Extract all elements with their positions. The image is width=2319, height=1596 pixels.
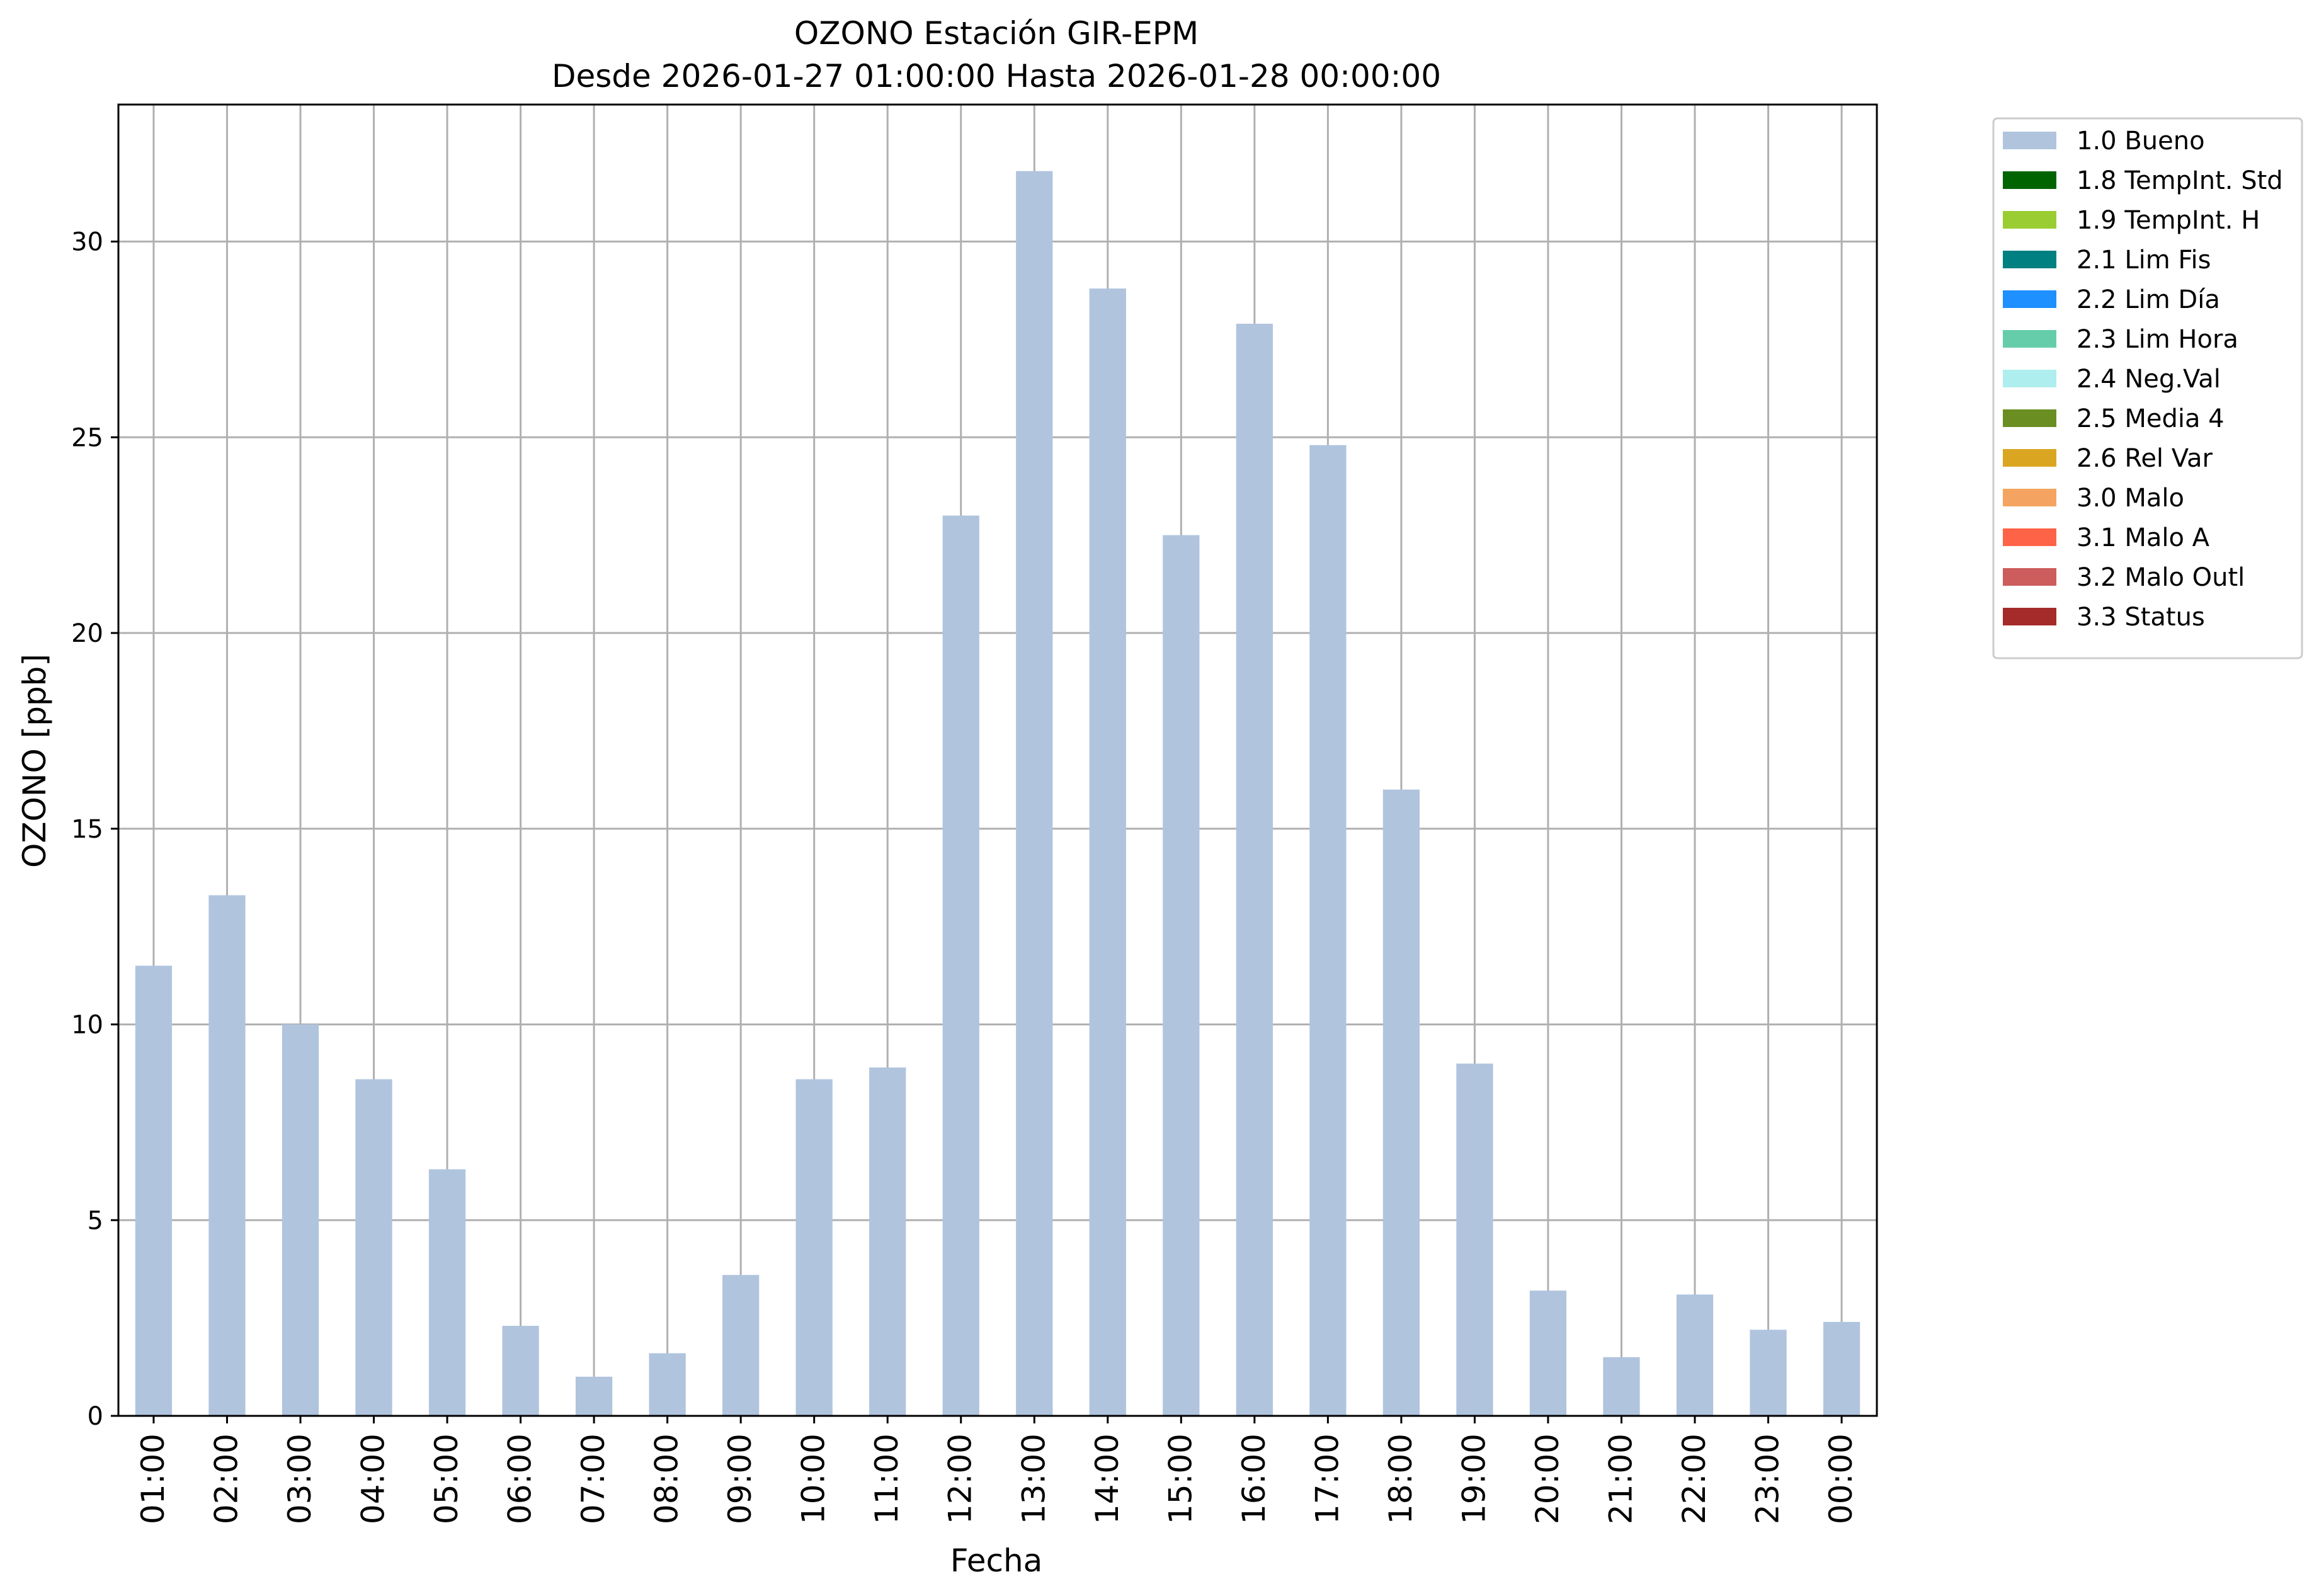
x-tick-label: 02:00 (208, 1434, 244, 1524)
y-tick-label: 15 (71, 815, 103, 844)
chart-title: OZONO Estación GIR-EPM (794, 15, 1199, 52)
x-tick-label: 19:00 (1456, 1434, 1492, 1524)
legend-swatch (2003, 489, 2056, 506)
bar (1823, 1321, 1860, 1416)
x-tick-label: 13:00 (1015, 1434, 1052, 1524)
legend-swatch (2003, 171, 2056, 189)
x-tick-label: 09:00 (722, 1434, 758, 1524)
bar (1750, 1330, 1787, 1416)
x-tick-label: 07:00 (575, 1434, 612, 1524)
legend-label: 3.3 Status (2077, 603, 2205, 632)
x-tick-label: 16:00 (1236, 1434, 1272, 1524)
x-tick-label: 17:00 (1309, 1434, 1345, 1524)
bar (869, 1067, 906, 1416)
legend-label: 2.1 Lim Fis (2077, 246, 2211, 275)
bar (355, 1079, 392, 1416)
legend-box (1992, 117, 2303, 659)
bar (1089, 288, 1126, 1416)
legend-label: 2.4 Neg.Val (2077, 365, 2221, 394)
bar (649, 1353, 686, 1416)
legend-swatch (2003, 370, 2056, 387)
bar (135, 966, 173, 1416)
legend-swatch (2003, 290, 2056, 308)
bar (1309, 445, 1347, 1416)
bar (208, 895, 246, 1416)
y-tick-label: 25 (71, 423, 103, 452)
legend-label: 1.0 Bueno (2077, 127, 2205, 156)
bar (1676, 1294, 1714, 1416)
bar (1456, 1063, 1493, 1416)
x-tick-label: 14:00 (1089, 1434, 1125, 1524)
legend-label: 1.8 TempInt. Std (2077, 166, 2283, 195)
bar (942, 515, 979, 1416)
legend-label: 2.2 Lim Día (2077, 285, 2220, 314)
bar (1603, 1357, 1640, 1416)
legend-label: 3.1 Malo A (2077, 523, 2210, 552)
x-tick-label: 12:00 (942, 1434, 979, 1524)
legend-swatch (2003, 132, 2056, 149)
legend-label: 2.3 Lim Hora (2077, 325, 2238, 354)
x-tick-label: 23:00 (1750, 1434, 1786, 1524)
legend-label: 3.0 Malo (2077, 484, 2184, 513)
x-tick-label: 04:00 (355, 1434, 392, 1524)
y-tick-label: 10 (71, 1011, 103, 1040)
axes: 0 5 10 15 20 25 30 01:00 02:00 03:00 04:00 05:00 06:… (71, 103, 1878, 1524)
bar (1016, 171, 1053, 1416)
legend: 1.0 Bueno 1.8 TempInt. Std 1.9 TempInt. H 2… (1992, 117, 2303, 659)
x-tick-label: 01:00 (135, 1434, 171, 1524)
legend-label: 3.2 Malo Outl (2077, 563, 2245, 592)
bar (722, 1275, 760, 1416)
x-axis-label: Fecha (950, 1542, 1043, 1579)
legend-swatch (2003, 608, 2056, 625)
bar (1382, 789, 1420, 1416)
bar (795, 1079, 833, 1416)
bar (1529, 1291, 1567, 1416)
x-tick-label: 18:00 (1382, 1434, 1419, 1524)
x-tick-label: 11:00 (869, 1434, 905, 1524)
bar (282, 1024, 319, 1416)
chart-subtitle: Desde 2026-01-27 01:00:00 Hasta 2026-01-… (552, 58, 1441, 94)
bar (1163, 535, 1200, 1416)
bar (428, 1169, 466, 1416)
x-tick-label: 06:00 (502, 1434, 538, 1524)
bar (1236, 324, 1273, 1416)
bar (575, 1376, 613, 1416)
legend-swatch (2003, 449, 2056, 467)
x-tick-label: 05:00 (428, 1434, 465, 1524)
x-tick-label: 08:00 (649, 1434, 685, 1524)
legend-swatch (2003, 409, 2056, 427)
legend-label: 2.6 Rel Var (2077, 444, 2213, 473)
x-tick-label: 21:00 (1602, 1434, 1639, 1524)
y-axis-label: OZONO [ppb] (16, 654, 53, 868)
y-tick-label: 5 (88, 1206, 103, 1235)
legend-swatch (2003, 211, 2056, 229)
plot-frame (117, 103, 1878, 1417)
legend-swatch (2003, 528, 2056, 546)
x-tick-label: 20:00 (1529, 1434, 1566, 1524)
legend-label: 1.9 TempInt. H (2077, 206, 2260, 235)
x-tick-label: 00:00 (1823, 1434, 1859, 1524)
legend-swatch (2003, 330, 2056, 348)
x-tick-label: 15:00 (1162, 1434, 1199, 1524)
legend-swatch (2003, 568, 2056, 586)
x-tick-label: 22:00 (1676, 1434, 1712, 1524)
x-tick-label: 03:00 (282, 1434, 318, 1524)
x-tick-label: 10:00 (795, 1434, 832, 1524)
bar (502, 1326, 539, 1416)
y-tick-label: 20 (71, 619, 103, 648)
legend-label: 2.5 Media 4 (2077, 404, 2225, 433)
legend-swatch (2003, 251, 2056, 268)
y-tick-label: 0 (88, 1402, 103, 1431)
bars (135, 171, 1860, 1416)
y-tick-label: 30 (71, 228, 103, 257)
